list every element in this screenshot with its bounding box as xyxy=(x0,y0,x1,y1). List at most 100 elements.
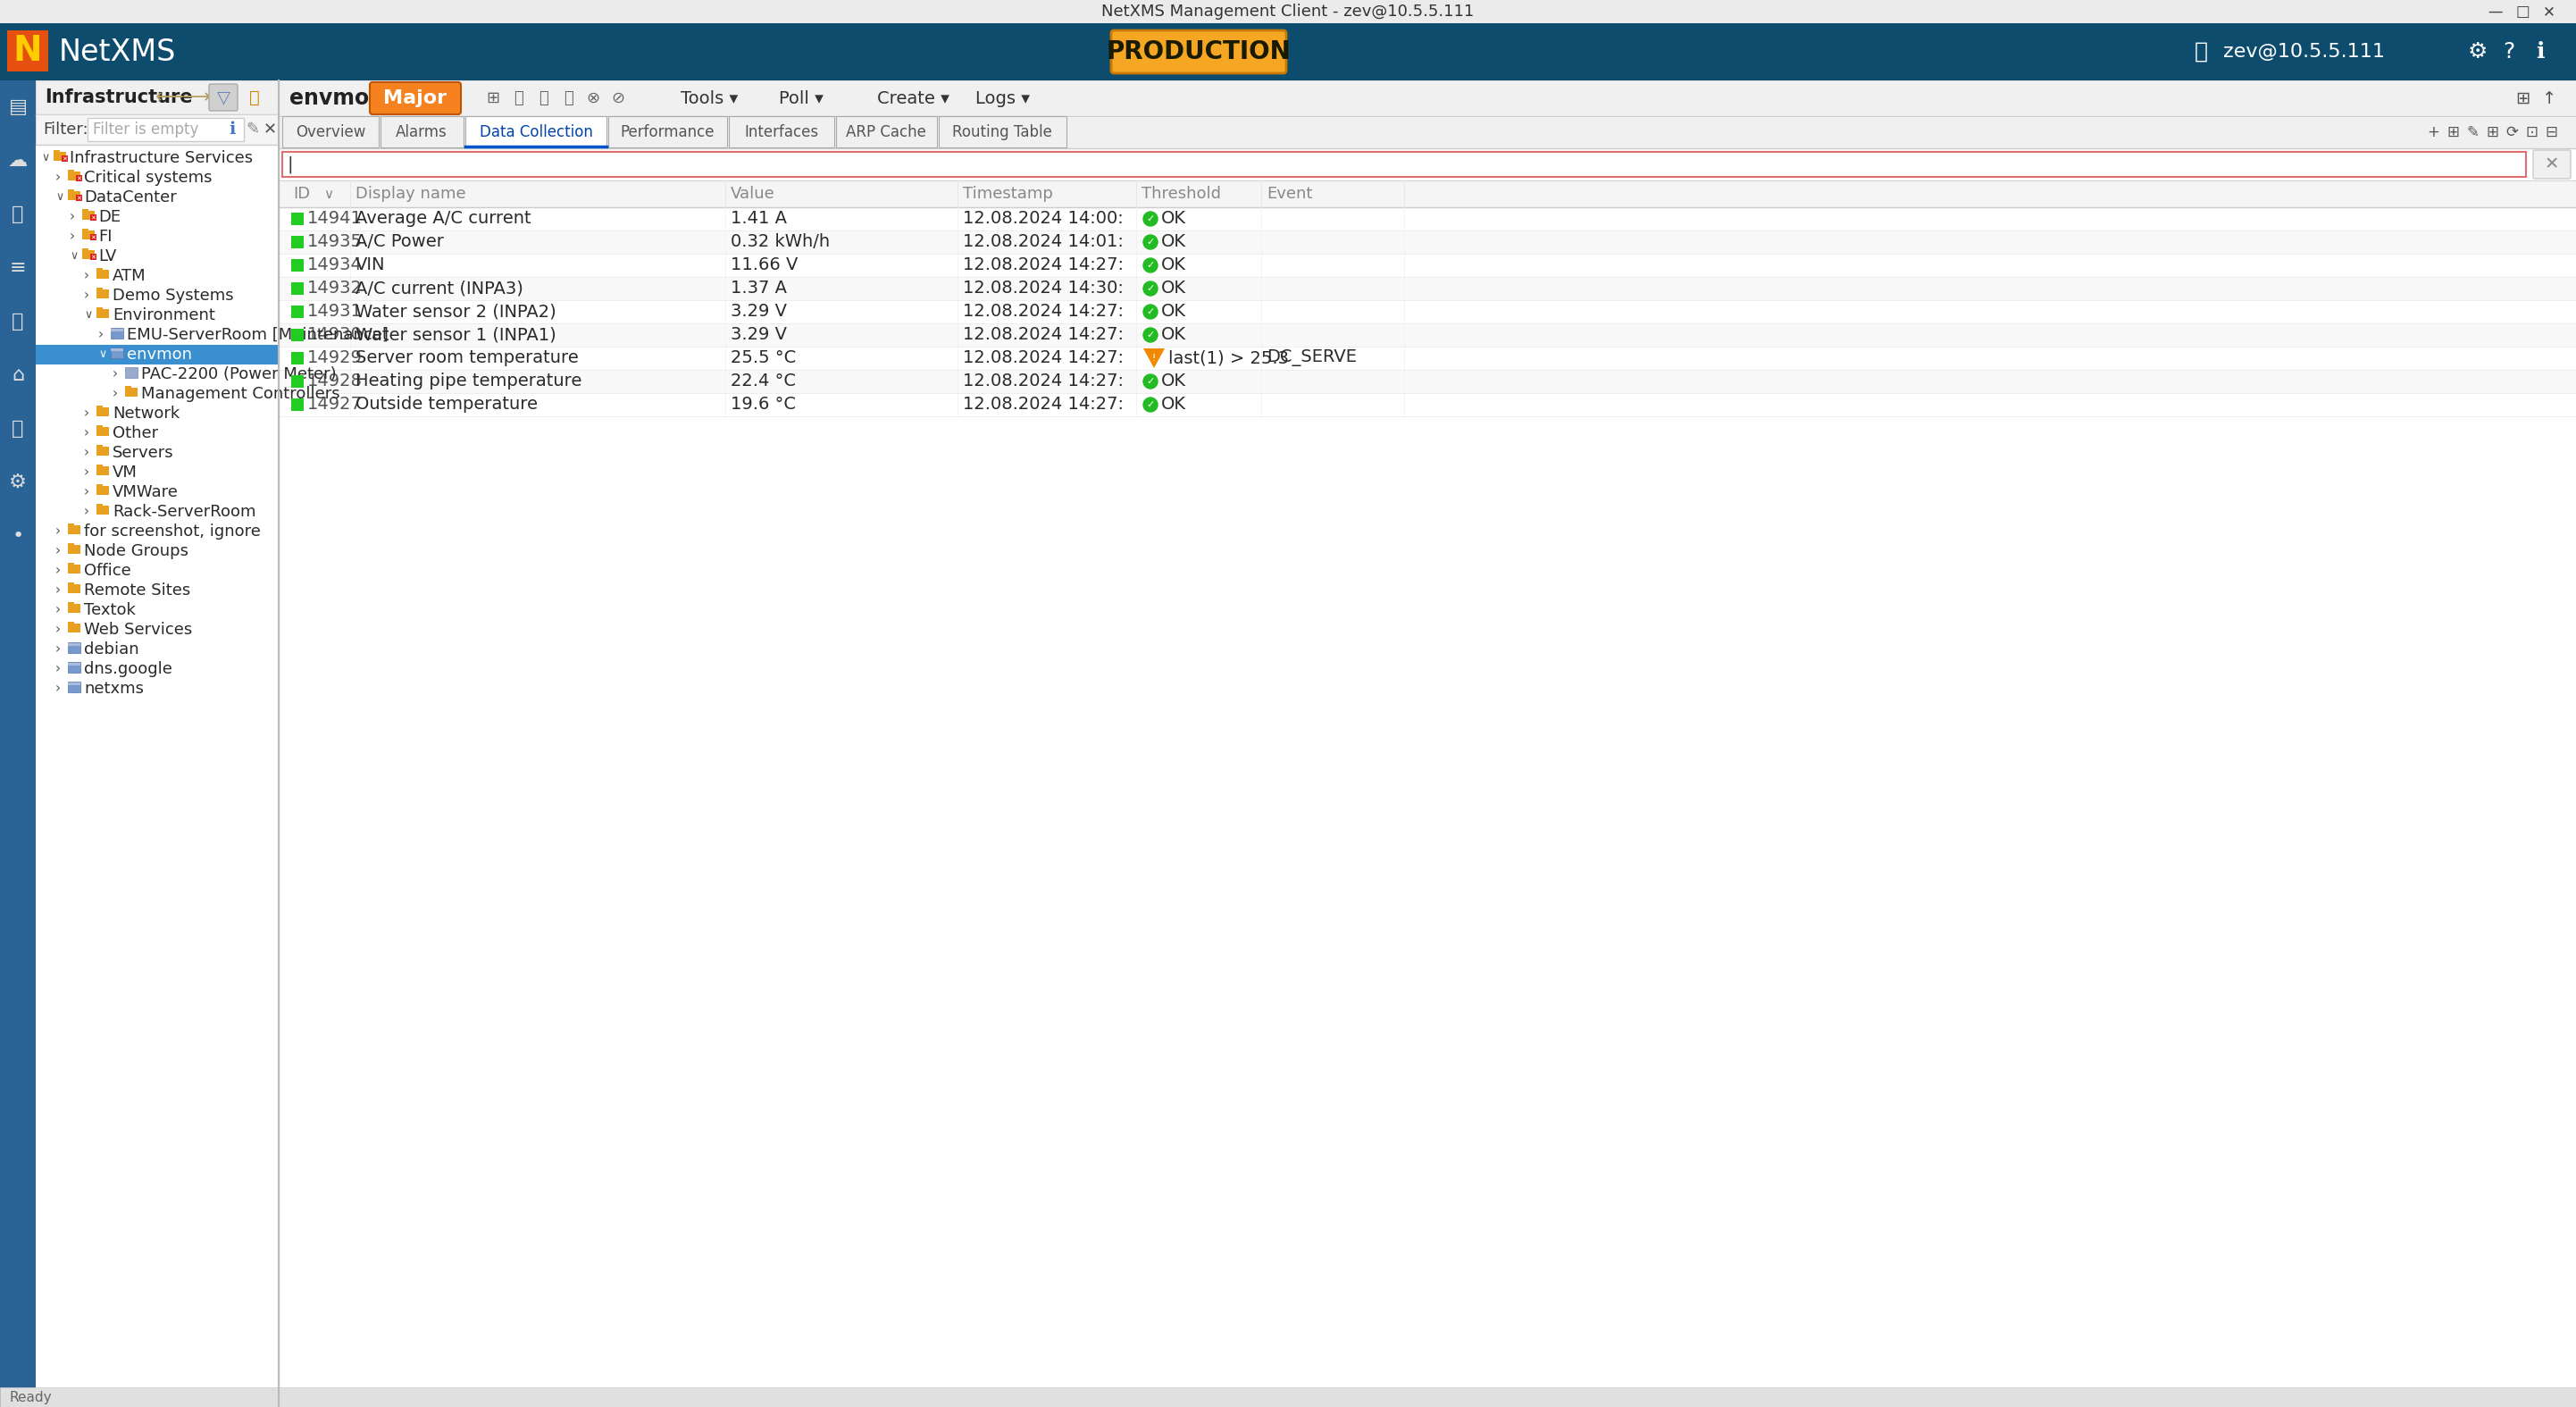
Text: VIN: VIN xyxy=(355,257,386,274)
Bar xyxy=(67,604,80,613)
Bar xyxy=(126,367,137,378)
Bar xyxy=(82,210,88,212)
Circle shape xyxy=(1144,257,1157,273)
Text: ›: › xyxy=(85,485,90,499)
Text: ⊗: ⊗ xyxy=(587,90,600,107)
Text: Data Collection: Data Collection xyxy=(479,124,592,141)
Bar xyxy=(95,484,103,488)
Text: 12.08.2024 14:30:: 12.08.2024 14:30: xyxy=(963,280,1123,297)
Bar xyxy=(67,543,75,547)
Text: ›: › xyxy=(85,505,90,519)
Text: ›: › xyxy=(54,663,62,675)
Text: Management Controllers: Management Controllers xyxy=(142,386,340,402)
Text: Timestamp: Timestamp xyxy=(963,186,1054,201)
FancyBboxPatch shape xyxy=(1110,31,1285,73)
Text: +: + xyxy=(2427,124,2439,141)
Text: ✕: ✕ xyxy=(263,121,276,138)
Bar xyxy=(95,408,108,416)
Bar xyxy=(67,525,80,535)
Text: 12.08.2024 14:27:: 12.08.2024 14:27: xyxy=(963,373,1123,390)
Bar xyxy=(67,170,75,173)
Bar xyxy=(95,290,108,298)
Text: ⟶: ⟶ xyxy=(183,89,211,107)
Text: Create ▾: Create ▾ xyxy=(876,90,951,107)
Text: debian: debian xyxy=(85,642,139,657)
Text: 📋: 📋 xyxy=(13,419,23,438)
Text: OK: OK xyxy=(1162,234,1185,250)
Text: 12.08.2024 14:27:: 12.08.2024 14:27: xyxy=(963,304,1123,321)
Text: Filter is empty: Filter is empty xyxy=(93,121,198,138)
Text: 25.5 °C: 25.5 °C xyxy=(732,350,796,367)
Polygon shape xyxy=(1144,349,1164,369)
Text: ✎: ✎ xyxy=(247,121,260,138)
Text: 0.32 kWh/h: 0.32 kWh/h xyxy=(732,234,829,250)
Text: Textok: Textok xyxy=(85,602,137,618)
Text: 12.08.2024 14:27:: 12.08.2024 14:27: xyxy=(963,326,1123,343)
Text: OK: OK xyxy=(1162,373,1185,390)
Text: DE: DE xyxy=(98,210,121,225)
Bar xyxy=(67,602,75,605)
Text: VM: VM xyxy=(113,464,137,481)
Text: □: □ xyxy=(2514,4,2530,20)
FancyBboxPatch shape xyxy=(371,82,461,114)
Bar xyxy=(95,504,103,508)
Text: ⬛: ⬛ xyxy=(513,90,523,107)
Bar xyxy=(95,466,108,476)
Text: ✓: ✓ xyxy=(1146,400,1154,409)
Text: ⊘: ⊘ xyxy=(611,90,626,107)
Bar xyxy=(291,352,304,364)
Bar xyxy=(67,545,80,554)
Bar xyxy=(62,155,67,162)
Text: OK: OK xyxy=(1162,397,1185,414)
Text: ℹ: ℹ xyxy=(2535,41,2545,62)
Bar xyxy=(278,393,2576,416)
Text: 14932: 14932 xyxy=(307,280,363,297)
Text: netxms: netxms xyxy=(85,681,144,696)
Text: ARP Cache: ARP Cache xyxy=(845,124,927,141)
Bar xyxy=(837,117,938,148)
Text: ✓: ✓ xyxy=(1146,260,1154,270)
Text: 🧑: 🧑 xyxy=(2195,41,2208,62)
Bar xyxy=(278,231,2576,253)
Text: Infrastructure Services: Infrastructure Services xyxy=(70,151,252,166)
Bar xyxy=(67,681,80,692)
Bar xyxy=(75,174,82,182)
Text: 14934: 14934 xyxy=(307,257,363,274)
Text: ✕: ✕ xyxy=(90,215,95,221)
Text: last(1) > 25.3: last(1) > 25.3 xyxy=(1170,350,1288,367)
Bar xyxy=(67,682,80,685)
Bar xyxy=(278,207,2576,231)
Bar xyxy=(95,405,103,409)
Text: Average A/C current: Average A/C current xyxy=(355,211,531,228)
Bar xyxy=(95,267,103,272)
Text: ⟳: ⟳ xyxy=(2506,124,2517,141)
Text: Tools ▾: Tools ▾ xyxy=(680,90,737,107)
Bar xyxy=(67,622,75,625)
Bar xyxy=(67,582,75,587)
Text: FI: FI xyxy=(98,229,113,245)
Bar xyxy=(126,388,137,397)
Circle shape xyxy=(1144,305,1157,319)
Text: ›: › xyxy=(85,288,90,303)
Circle shape xyxy=(1144,374,1157,388)
Text: ›: › xyxy=(54,623,62,636)
Bar xyxy=(67,564,80,574)
Bar xyxy=(75,194,82,201)
Text: Event: Event xyxy=(1267,186,1311,201)
Text: ›: › xyxy=(85,426,90,440)
Text: 🏷: 🏷 xyxy=(13,205,23,224)
Bar xyxy=(466,117,605,148)
Bar xyxy=(95,505,108,515)
Text: 14931: 14931 xyxy=(307,304,363,321)
Text: Office: Office xyxy=(85,563,131,578)
Bar xyxy=(67,643,80,653)
Text: LV: LV xyxy=(98,249,116,265)
Text: Performance: Performance xyxy=(621,124,714,141)
Text: 14927: 14927 xyxy=(307,397,363,414)
Bar xyxy=(608,117,726,148)
Text: ✓: ✓ xyxy=(1146,307,1154,317)
Bar xyxy=(36,80,278,1407)
Text: ✕: ✕ xyxy=(2543,4,2555,20)
Text: OK: OK xyxy=(1162,280,1185,297)
Bar xyxy=(291,259,304,272)
